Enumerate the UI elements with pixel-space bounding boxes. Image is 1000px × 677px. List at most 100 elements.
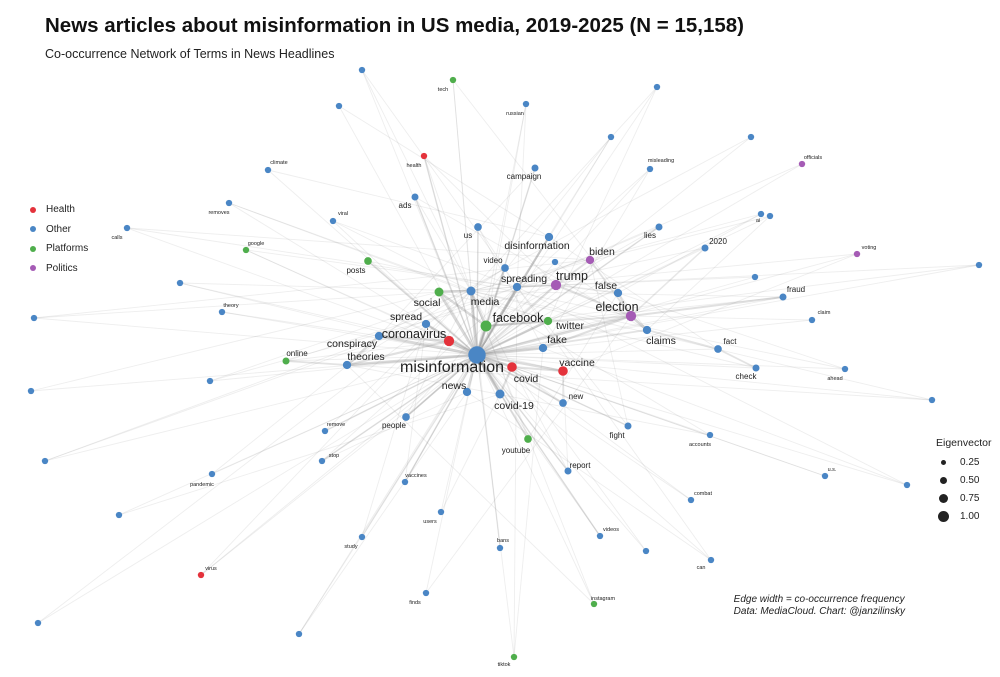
- node-label: google: [248, 241, 265, 247]
- node-ai: [757, 210, 765, 218]
- edge: [321, 354, 478, 462]
- edge: [476, 348, 719, 356]
- node-label: ads: [399, 201, 412, 210]
- edge: [285, 340, 450, 362]
- node-label: viral: [338, 211, 348, 217]
- edge: [476, 354, 933, 401]
- edge: [511, 366, 692, 501]
- node-label: remove: [327, 422, 345, 428]
- node-campaign: [531, 164, 539, 172]
- edge: [209, 284, 557, 382]
- node-label: bans: [497, 538, 509, 544]
- edge: [414, 196, 478, 356]
- node-label: election: [595, 300, 638, 314]
- node-trump: [550, 279, 562, 291]
- node-label: news: [442, 380, 467, 392]
- edge: [476, 267, 506, 356]
- edge: [33, 317, 478, 356]
- edge: [346, 267, 506, 366]
- edge: [209, 354, 478, 382]
- edge: [562, 370, 569, 472]
- node-label: instagram: [591, 596, 616, 602]
- edge: [404, 323, 427, 483]
- edge: [476, 296, 784, 356]
- node-finds: [422, 589, 430, 597]
- edge: [126, 227, 478, 356]
- edge: [470, 290, 846, 370]
- node-label: ai: [756, 218, 760, 224]
- chart-title: News articles about misinformation in US…: [45, 14, 744, 37]
- edge: [470, 213, 762, 292]
- node-unlabeled: [751, 273, 759, 281]
- edge: [245, 249, 450, 342]
- edge: [476, 136, 612, 356]
- caption-line: Edge width = co-occurrence frequency: [733, 594, 905, 605]
- node-fight: [624, 422, 632, 430]
- node-label: lies: [644, 231, 656, 240]
- node-unlabeled: [642, 547, 650, 555]
- edge: [179, 282, 472, 292]
- edge: [476, 354, 908, 486]
- node-biden: [585, 255, 595, 265]
- node-users: [437, 508, 445, 516]
- edge: [211, 291, 440, 475]
- node-claims: [642, 325, 652, 335]
- node-label: youtube: [502, 446, 531, 455]
- node-label: calls: [111, 235, 122, 241]
- edge: [470, 290, 595, 605]
- edge: [221, 311, 380, 337]
- node-claim: [808, 316, 816, 324]
- node-can: [707, 556, 715, 564]
- edge: [423, 155, 472, 292]
- label-layer: misinformation facebook election trump coron…: [111, 87, 876, 668]
- edge: [516, 103, 527, 288]
- edge: [476, 136, 752, 356]
- edge: [476, 354, 501, 549]
- edge: [476, 168, 651, 356]
- edge: [285, 360, 348, 366]
- edge: [423, 155, 478, 356]
- edge: [298, 391, 468, 635]
- edge: [476, 226, 479, 356]
- node-conspiracy: [374, 331, 384, 341]
- edge: [499, 393, 601, 537]
- node-election: [625, 310, 637, 322]
- edge: [717, 348, 757, 369]
- node-label: stop: [329, 453, 339, 459]
- node-vaccine: [558, 366, 568, 376]
- edge: [414, 196, 472, 292]
- node-label: spreading: [501, 273, 547, 285]
- size-legend-item: 1.00: [930, 507, 991, 525]
- edge: [476, 253, 858, 356]
- edge: [542, 347, 908, 486]
- legend-item-politics: Politics: [30, 259, 88, 279]
- edge: [285, 354, 478, 362]
- edge: [321, 391, 468, 462]
- edge: [440, 393, 501, 513]
- node-lies: [655, 223, 663, 231]
- edge: [542, 168, 651, 349]
- chart-subtitle: Co-occurrence Network of Terms in News H…: [45, 47, 335, 61]
- edge: [285, 286, 518, 362]
- edge: [118, 393, 501, 516]
- edge: [484, 319, 550, 328]
- edge: [470, 86, 658, 292]
- edge: [469, 289, 479, 357]
- edge: [629, 295, 785, 318]
- edge: [324, 354, 478, 432]
- node-new: [559, 399, 567, 407]
- node-label: media: [471, 296, 500, 308]
- node-unlabeled: [41, 457, 49, 465]
- node-fact: [714, 345, 722, 353]
- node-label: users: [423, 519, 437, 525]
- edge: [498, 365, 514, 396]
- edge: [367, 260, 478, 356]
- edge: [126, 227, 518, 288]
- edge: [476, 354, 757, 369]
- edge: [405, 354, 478, 418]
- edge: [321, 286, 518, 462]
- node-climate: [264, 166, 272, 174]
- edge: [361, 69, 518, 288]
- node-label: pandemic: [190, 482, 214, 488]
- edge: [470, 290, 529, 440]
